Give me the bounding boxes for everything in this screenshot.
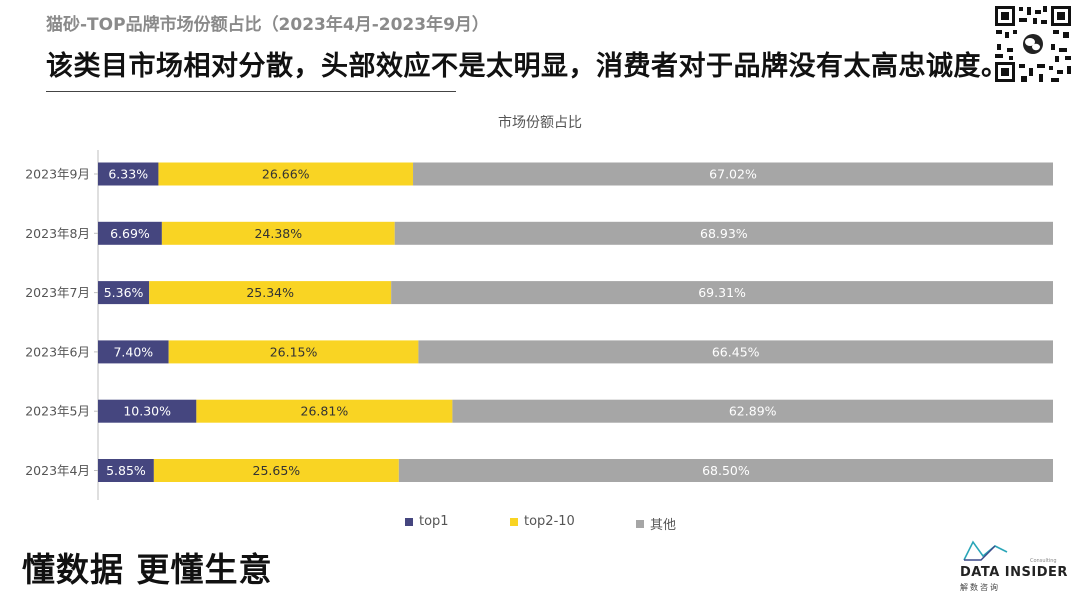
legend-item-others: 其他: [636, 514, 676, 533]
data-label: 5.85%: [106, 463, 146, 478]
data-label: 24.38%: [254, 226, 302, 241]
bar-segment-top1: [98, 459, 154, 482]
bar-segment-top2-10: [168, 340, 419, 364]
y-tick-label: 2023年5月: [25, 404, 90, 419]
data-label: 6.33%: [108, 167, 148, 182]
bar-segment-top2-10: [158, 162, 414, 186]
bar-segment-top2-10: [161, 221, 395, 245]
bar-segment-top2-10: [149, 281, 392, 305]
data-label: 26.66%: [262, 167, 310, 182]
data-label: 66.45%: [712, 344, 760, 359]
data-label: 69.31%: [698, 285, 746, 300]
bar-segment-top1: [98, 399, 197, 423]
bar-segment-top1: [98, 281, 150, 305]
y-tick-label: 2023年4月: [25, 463, 90, 478]
legend-label-others: 其他: [650, 518, 677, 533]
bar-segment-其他: [418, 340, 1054, 364]
logo-mark-icon: [963, 540, 1008, 561]
y-tick-label: 2023年7月: [25, 285, 90, 300]
data-label: 62.89%: [729, 404, 777, 419]
logo-name: DATA INSIDER: [960, 565, 1068, 580]
data-label: 68.50%: [702, 463, 750, 478]
data-label: 25.34%: [246, 285, 294, 300]
bar-segment-其他: [413, 162, 1053, 186]
data-label: 67.02%: [709, 167, 757, 182]
data-label: 26.15%: [270, 344, 318, 359]
data-insider-logo: Consulting DATA INSIDER 解数咨询: [955, 538, 1070, 600]
bar-segment-其他: [398, 459, 1053, 482]
chart-title: 市场份额占比: [498, 115, 582, 131]
bar-segment-其他: [452, 399, 1053, 423]
logo-tagline: Consulting: [1030, 558, 1057, 564]
data-label: 25.65%: [253, 463, 301, 478]
bar-segment-top1: [98, 162, 159, 186]
data-label: 5.36%: [104, 285, 144, 300]
legend-item-top1: top1: [405, 514, 449, 529]
bar-segment-top2-10: [196, 399, 453, 423]
chart-legend: top1 top2-10 其他: [0, 514, 1080, 533]
data-label: 7.40%: [113, 344, 153, 359]
legend-label-top1: top1: [419, 514, 449, 529]
bar-segment-top2-10: [153, 459, 399, 482]
legend-swatch-top1: [405, 517, 413, 526]
y-tick-label: 2023年6月: [25, 344, 90, 359]
bar-segment-top1: [98, 221, 162, 245]
legend-swatch-others: [636, 519, 644, 528]
y-tick-label: 2023年9月: [25, 167, 90, 182]
page-title: 该类目市场相对分散，头部效应不是太明显，消费者对于品牌没有太高忠诚度。: [46, 51, 1009, 82]
page-subtitle: 猫砂-TOP品牌市场份额占比（2023年4月-2023年9月）: [46, 15, 489, 35]
data-label: 68.93%: [700, 226, 748, 241]
logo-subtext: 解数咨询: [960, 583, 1000, 592]
data-label: 6.69%: [110, 226, 150, 241]
bar-segment-其他: [391, 281, 1054, 305]
legend-swatch-top2-10: [510, 517, 518, 526]
y-tick-label: 2023年8月: [25, 226, 90, 241]
qr-code-icon[interactable]: [993, 4, 1073, 84]
legend-label-top2-10: top2-10: [524, 514, 575, 529]
bar-segment-其他: [394, 221, 1053, 245]
footer-slogan: 懂数据 更懂生意: [22, 550, 273, 589]
bar-segment-top1: [98, 340, 169, 364]
data-label: 10.30%: [123, 404, 171, 419]
data-label: 26.81%: [301, 404, 349, 419]
title-underline: [46, 91, 456, 92]
legend-item-top2-10: top2-10: [510, 514, 575, 529]
